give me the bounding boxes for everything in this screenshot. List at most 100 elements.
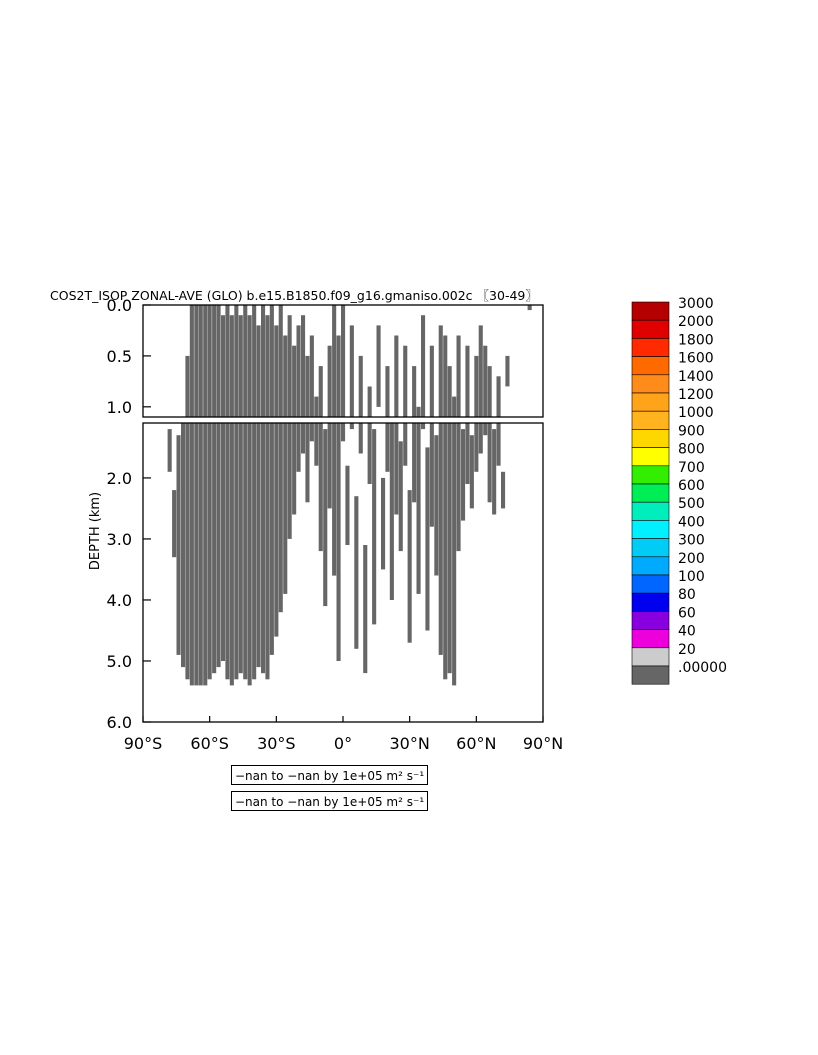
colorbar-swatch: [631, 447, 670, 467]
filled-cell: [256, 325, 261, 417]
colorbar-label: 1000: [678, 405, 714, 421]
filled-cell: [305, 423, 310, 503]
filled-cell: [363, 545, 368, 674]
filled-cell: [469, 435, 474, 509]
y-tick-label: 4.0: [107, 591, 132, 610]
colorbar-label: 400: [678, 514, 705, 530]
colorbar: 3000 2000 1800 1600 1400 1200 1000 900 800 700 600…: [631, 296, 727, 685]
filled-cell: [274, 325, 279, 417]
filled-cell: [212, 423, 217, 674]
filled-cell: [394, 423, 399, 515]
colorbar-label: 1600: [678, 351, 714, 367]
filled-cell: [203, 305, 208, 417]
filled-cell: [243, 305, 248, 417]
y-tick-label: 1.0: [107, 398, 132, 417]
colorbar-swatch: [631, 483, 670, 503]
colorbar-label: .00000: [678, 660, 727, 676]
filled-cell: [465, 345, 470, 417]
filled-cell: [292, 423, 297, 515]
filled-cell: [496, 376, 501, 417]
filled-cell: [198, 305, 203, 417]
filled-cell: [314, 396, 319, 417]
filled-cell: [483, 423, 488, 436]
filled-cell: [425, 447, 430, 631]
filled-cell: [487, 366, 492, 417]
filled-cell: [332, 423, 337, 576]
filled-cell: [349, 423, 354, 430]
filled-cell: [301, 315, 306, 417]
filled-cell: [429, 345, 434, 417]
filled-cell: [407, 490, 412, 643]
filled-cell: [207, 305, 212, 417]
upper-panel-fill: [185, 305, 532, 417]
y-tick-label: 3.0: [107, 530, 132, 549]
filled-cell: [194, 423, 199, 686]
filled-cell: [327, 423, 332, 509]
filled-cell: [278, 423, 283, 613]
colorbar-label: 900: [678, 423, 705, 439]
filled-cell: [265, 423, 270, 680]
y-axis-label: DEPTH (km): [88, 492, 103, 570]
colorbar-label: 40: [678, 624, 696, 640]
filled-cell: [185, 423, 190, 680]
colorbar-label: 1800: [678, 332, 714, 348]
colorbar-label: 80: [678, 587, 696, 603]
filled-cell: [256, 423, 261, 668]
filled-cell: [176, 435, 181, 655]
y-tick-label: 0.0: [107, 296, 132, 315]
filled-cell: [221, 315, 226, 417]
colorbar-swatch: [631, 665, 670, 685]
filled-cell: [438, 325, 443, 417]
x-axis: 90°S 60°S 30°S 0° 30°N 60°N 90°N: [124, 716, 563, 753]
filled-cell: [341, 305, 346, 417]
colorbar-label: 60: [678, 605, 696, 621]
filled-cell: [358, 423, 363, 454]
contour-info-box-1: −nan to −nan by 1e+05 m² s⁻¹: [231, 765, 429, 785]
filled-cell: [336, 423, 341, 661]
filled-cell: [247, 423, 252, 686]
colorbar-swatch: [631, 520, 670, 539]
filled-cell: [403, 423, 408, 466]
filled-cell: [496, 423, 501, 466]
colorbar-label: 3000: [678, 296, 714, 312]
filled-cell: [323, 429, 328, 607]
colorbar-label: 500: [678, 496, 705, 512]
colorbar-label: 2000: [678, 314, 714, 330]
filled-cell: [465, 423, 470, 484]
filled-cell: [345, 465, 350, 545]
filled-cell: [349, 325, 354, 417]
x-tick-label: 30°S: [257, 734, 296, 753]
filled-cell: [185, 355, 190, 417]
filled-cell: [238, 423, 243, 674]
y-tick-label: 5.0: [107, 652, 132, 671]
filled-cell: [296, 325, 301, 417]
filled-cell: [274, 423, 279, 637]
filled-cell: [221, 423, 226, 661]
filled-cell: [354, 496, 359, 649]
filled-cell: [261, 423, 266, 674]
filled-cell: [416, 406, 421, 417]
filled-cell: [376, 325, 381, 407]
colorbar-label: 20: [678, 642, 696, 658]
colorbar-swatch: [631, 301, 670, 321]
colorbar-swatch: [631, 465, 670, 485]
filled-cell: [443, 335, 448, 417]
colorbar-label: 800: [678, 442, 705, 458]
filled-cell: [398, 441, 403, 552]
upper-panel-frame: [142, 304, 544, 418]
filled-cell: [412, 423, 417, 503]
filled-cell: [305, 355, 310, 417]
filled-cell: [416, 423, 421, 594]
filled-cell: [292, 345, 297, 417]
filled-cell: [456, 423, 461, 552]
colorbar-swatch: [631, 501, 670, 521]
filled-cell: [309, 423, 314, 442]
filled-cell: [492, 429, 497, 515]
colorbar-swatch: [631, 629, 670, 649]
filled-cell: [318, 423, 323, 552]
colorbar-swatch: [631, 647, 670, 667]
filled-cell: [332, 305, 337, 417]
filled-cell: [527, 305, 532, 311]
lower-panel-fill: [167, 423, 506, 686]
